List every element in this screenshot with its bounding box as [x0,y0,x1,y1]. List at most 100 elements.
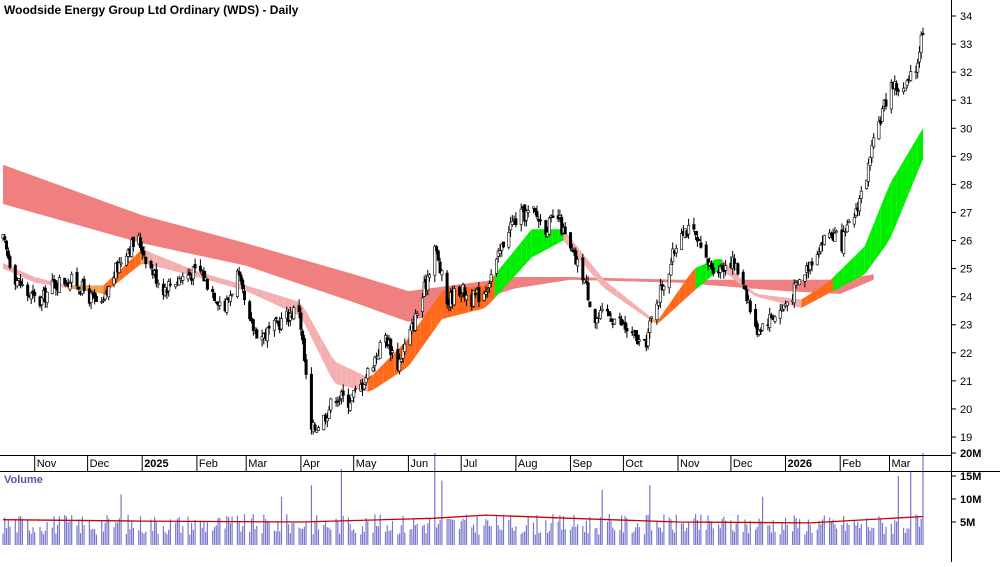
short-term-ribbon-segment [246,285,252,294]
candle-body [15,280,19,287]
volume-tick-label: 15M [960,471,981,483]
short-term-ribbon-segment [679,281,686,304]
candle-body [265,327,269,342]
short-term-ribbon-segment [732,270,738,283]
candle-body [692,224,696,230]
candle-body [188,272,192,276]
candle-body [276,320,280,324]
short-term-ribbon-segment [420,313,426,350]
short-term-ribbon-segment [801,296,807,308]
candle-body [389,338,393,356]
candle-body [607,311,611,317]
month-label: Aug [518,458,538,470]
candle-body [20,284,24,286]
candle-body [544,220,548,235]
candle-body [440,270,444,276]
candle-body [426,275,430,291]
candle-body [325,417,329,422]
short-term-ribbon-segment [621,293,627,305]
price-tick-label: 34 [960,11,972,23]
month-label: Nov [37,458,57,470]
candle-body [413,312,417,331]
short-term-ribbon-segment [870,219,876,267]
candle-body [780,308,784,311]
candle-body [889,82,893,110]
candle-body [865,180,869,190]
candle-body [327,409,331,419]
candle-body [309,373,313,430]
candle-body [103,292,107,300]
candle-body [618,316,622,319]
candles-group [1,27,925,435]
candle-body [139,237,143,248]
candle-body [177,278,181,286]
candle-body [845,224,849,233]
short-term-ribbon-segment [912,137,918,185]
candle-body [279,318,283,330]
candle-body [754,308,758,327]
volume-label: Volume [4,474,43,486]
candle-body [538,219,542,222]
candle-body [822,235,826,245]
short-term-ribbon-segment [436,291,442,327]
price-tick-label: 20 [960,404,972,416]
long-term-band-group [3,164,874,322]
short-term-ribbon-segment [753,292,760,298]
candle-body [117,262,121,274]
candle-body [477,287,481,302]
candle-body [3,236,7,240]
short-term-ribbon-segment [251,287,257,296]
candle-body [348,402,352,411]
price-tick-label: 29 [960,151,972,163]
candle-body [5,240,9,250]
short-term-ribbon-segment [764,294,770,301]
short-term-ribbon-segment [663,304,670,319]
short-term-ribbon-segment [838,267,844,289]
short-term-ribbon-segment [632,302,638,312]
candle-body [26,284,30,296]
volume-tick-label: 10M [960,494,981,506]
candle-body [507,232,511,248]
short-term-ribbon-segment [172,261,178,272]
short-term-ribbon-segment [748,286,754,296]
candle-body [810,261,814,266]
candle-body [773,316,777,322]
candle-body [593,309,597,323]
short-term-ribbon-segment [262,290,268,301]
candle-body [149,261,153,269]
short-term-ribbon-segment [854,251,860,280]
short-term-ribbon-segment [426,306,432,342]
candle-body [198,265,202,272]
month-label: Dec [733,458,753,470]
candle-body [329,398,333,411]
short-term-ribbon-segment [891,172,897,237]
short-term-ribbon-segment [510,248,516,281]
candle-body [868,157,872,167]
short-term-ribbon-segment [611,285,617,297]
candle-body [581,257,585,281]
candle-body [769,315,773,319]
candle-body [798,279,802,286]
short-term-ribbon-segment [166,259,173,271]
candle-body [75,271,79,287]
candle-body [420,297,424,312]
candle-body [879,119,883,124]
candle-body [336,400,340,403]
candle-body [464,294,468,301]
candle-body [724,265,728,271]
short-term-ribbon-segment [685,273,691,300]
candle-body [642,338,646,341]
candle-body [531,206,535,209]
short-term-ribbon-segment [182,265,189,275]
price-tick-label: 32 [960,67,972,79]
candle-body [144,256,148,265]
short-term-ribbon-segment [225,279,231,287]
candle-body [186,274,190,280]
candle-body [378,342,382,359]
candle-body [230,293,234,296]
short-term-ribbon-segment [40,278,46,285]
short-term-ribbon-segment [304,308,310,334]
candle-body [315,429,319,433]
candle-body [558,215,562,218]
